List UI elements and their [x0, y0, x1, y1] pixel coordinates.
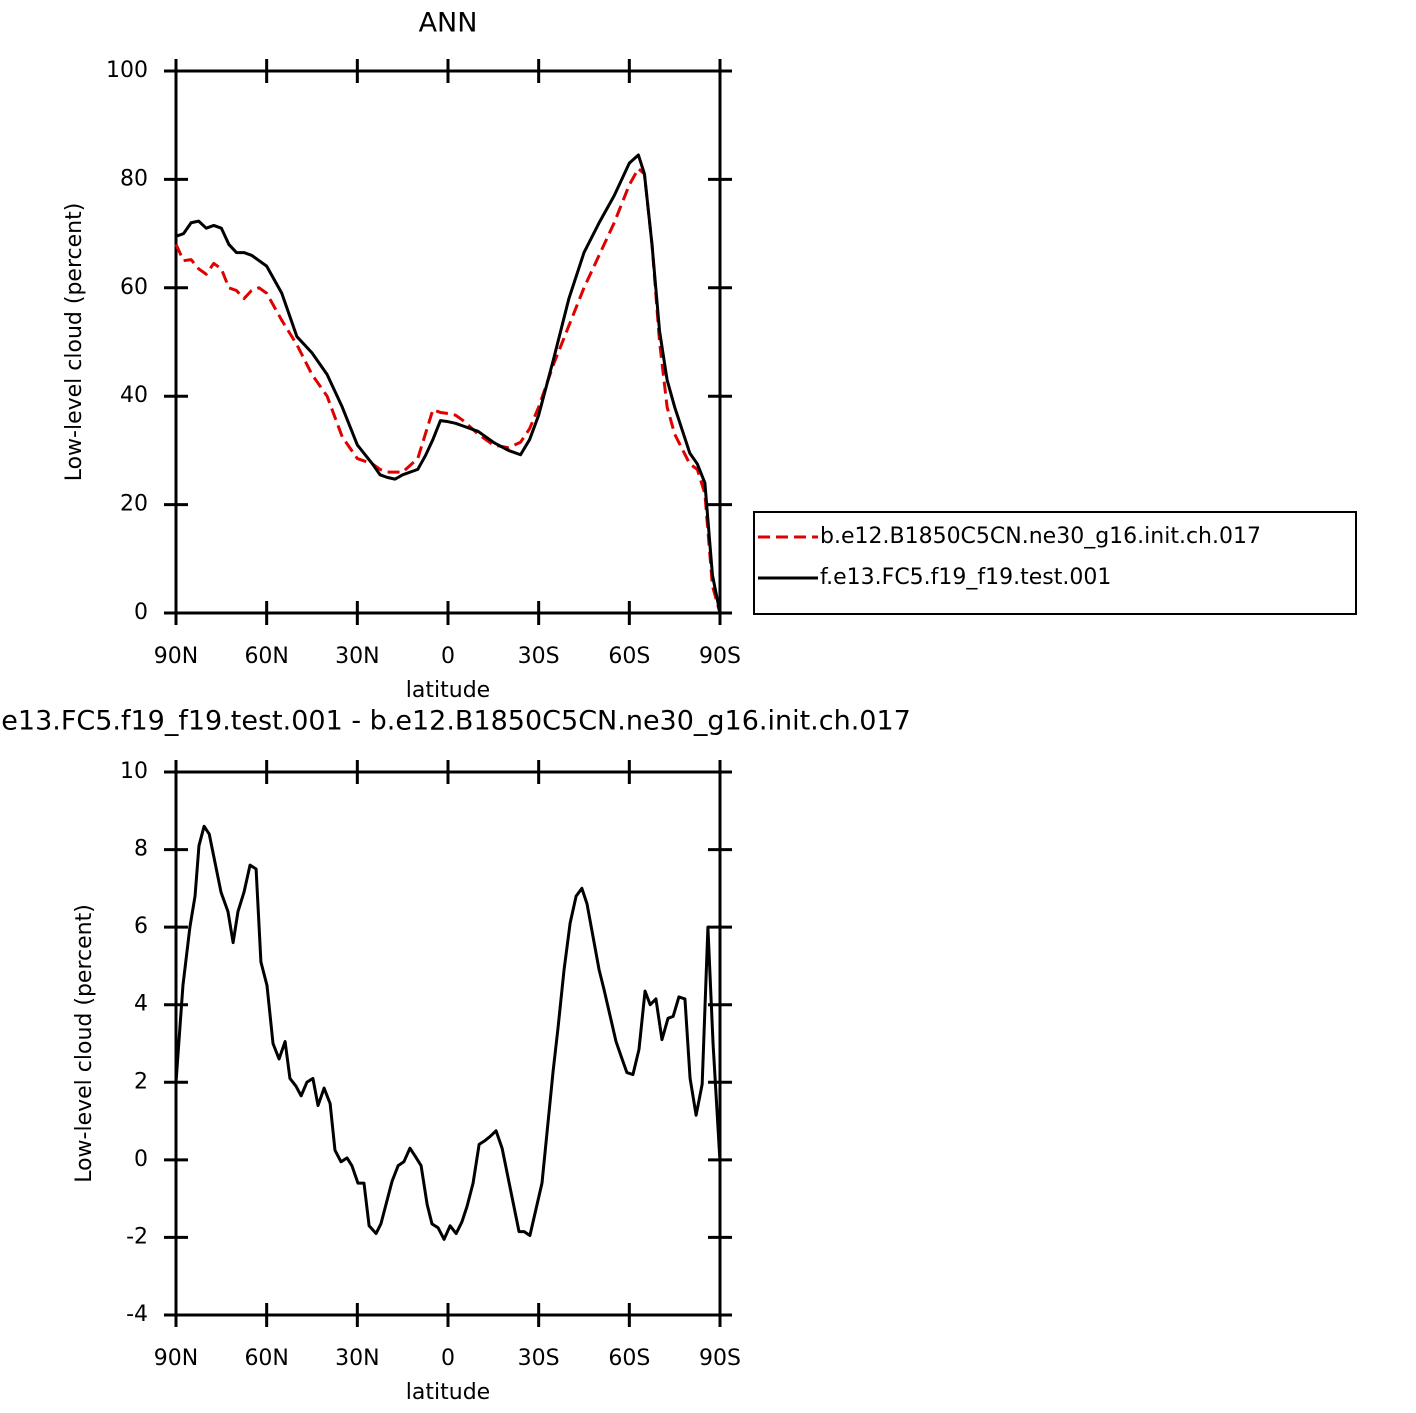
x-axis-label: latitude	[406, 678, 490, 703]
x-tick-label: 30N	[335, 644, 379, 669]
y-tick-label: 80	[120, 166, 148, 191]
x-tick-label: 90S	[699, 644, 741, 669]
y-tick-label: 0	[134, 600, 148, 625]
x-tick-label: 90N	[154, 644, 198, 669]
legend-label: f.e13.FC5.f19_f19.test.001	[820, 565, 1111, 590]
x-tick-label: 90N	[154, 1346, 198, 1371]
x-tick-label: 60S	[608, 644, 650, 669]
y-tick-label: 0	[134, 1147, 148, 1172]
x-tick-label: 60N	[244, 644, 288, 669]
y-tick-label: 2	[134, 1069, 148, 1094]
y-tick-label: 40	[120, 383, 148, 408]
chart-title: ANN	[419, 8, 478, 39]
y-tick-label: 8	[134, 837, 148, 862]
series-line	[174, 824, 722, 1241]
y-tick-label: 60	[120, 275, 148, 300]
series-line	[175, 153, 722, 614]
y-tick-label: 20	[120, 492, 148, 517]
x-tick-label: 30S	[518, 1346, 560, 1371]
x-tick-label: 30S	[518, 644, 560, 669]
chart-title: f.e13.FC5.f19_f19.test.001 - b.e12.B1850…	[0, 706, 911, 737]
y-tick-label: 10	[120, 759, 148, 784]
x-tick-label: 60N	[244, 1346, 288, 1371]
y-tick-label: 6	[134, 914, 148, 939]
x-tick-label: 0	[441, 644, 455, 669]
plot-frame	[174, 770, 722, 1317]
legend-label: b.e12.B1850C5CN.ne30_g16.init.ch.017	[820, 524, 1261, 549]
y-tick-label: 100	[106, 58, 148, 83]
x-tick-label: 0	[441, 1346, 455, 1371]
y-tick-label: 4	[134, 992, 148, 1017]
x-axis-label: latitude	[406, 1380, 490, 1405]
plot-frame	[174, 69, 722, 615]
x-tick-label: 60S	[608, 1346, 650, 1371]
y-axis-label: Low-level cloud (percent)	[62, 203, 87, 482]
y-tick-label: -2	[126, 1224, 148, 1249]
series-line	[174, 167, 722, 614]
y-tick-label: -4	[126, 1302, 148, 1327]
y-axis-label: Low-level cloud (percent)	[72, 904, 97, 1183]
legend-box	[753, 511, 1357, 615]
x-tick-label: 30N	[335, 1346, 379, 1371]
x-tick-label: 90S	[699, 1346, 741, 1371]
